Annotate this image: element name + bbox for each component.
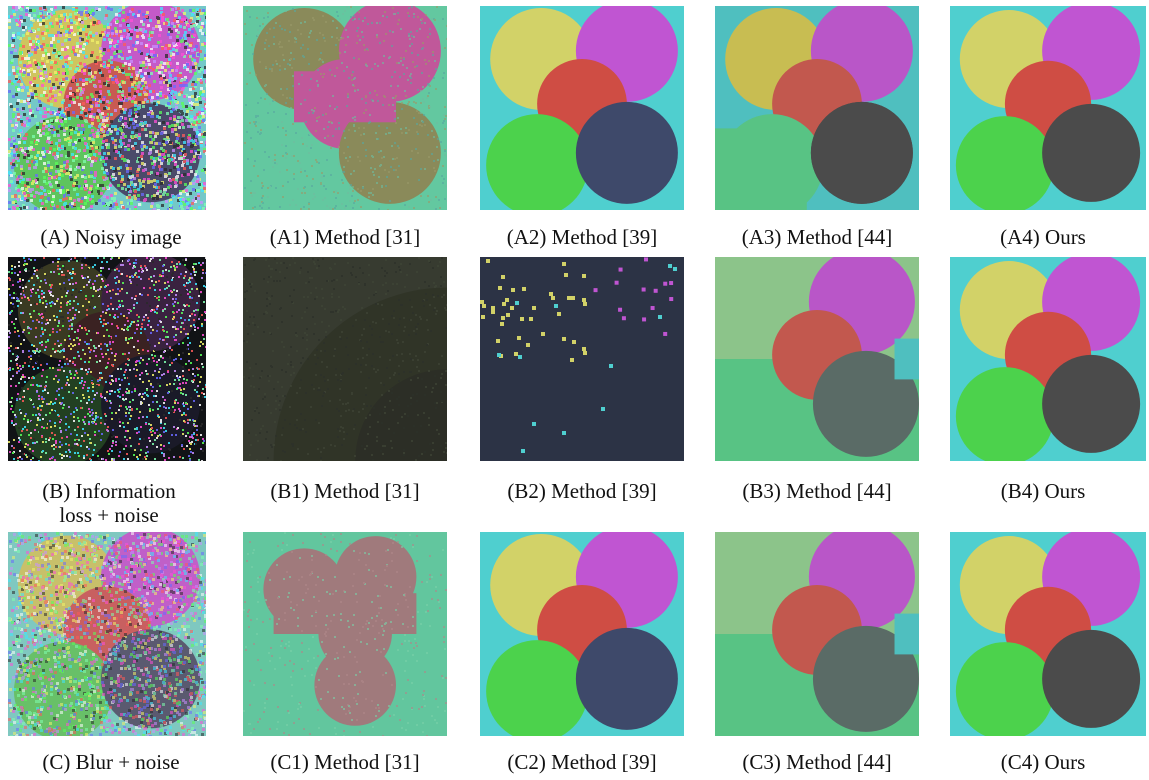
caption-c1: (C1) Method [31] [270, 750, 420, 774]
panel-c2-method-39 [480, 532, 684, 736]
panel-a3-method-44 [715, 6, 919, 210]
panel-a-noisy-image [8, 6, 206, 210]
caption-c3: (C3) Method [44] [742, 750, 892, 774]
caption-a4: (A4) Ours [1000, 225, 1086, 249]
panel-c3-method-44 [715, 532, 919, 736]
caption-b3: (B3) Method [44] [742, 479, 892, 503]
panel-c4-ours [950, 532, 1146, 736]
panel-b2-method-39 [480, 257, 684, 461]
panel-c-blur-noise [8, 532, 206, 736]
caption-c2: (C2) Method [39] [507, 750, 657, 774]
caption-b: (B) Information loss + noise [42, 479, 176, 527]
caption-c4: (C4) Ours [1000, 750, 1086, 774]
caption-a2: (A2) Method [39] [506, 225, 658, 249]
panel-b1-method-31 [243, 257, 447, 461]
panel-a4-ours [950, 6, 1146, 210]
panel-b4-ours [950, 257, 1146, 461]
panel-a1-method-31 [243, 6, 447, 210]
caption-c: (C) Blur + noise [42, 750, 180, 774]
caption-b4: (B4) Ours [1000, 479, 1086, 503]
caption-a: (A) Noisy image [40, 225, 182, 249]
panel-b3-method-44 [715, 257, 919, 461]
panel-a2-method-39 [480, 6, 684, 210]
caption-a1: (A1) Method [31] [269, 225, 421, 249]
caption-b1: (B1) Method [31] [270, 479, 420, 503]
caption-b2: (B2) Method [39] [507, 479, 657, 503]
panel-c1-method-31 [243, 532, 447, 736]
panel-b-information-loss [8, 257, 206, 461]
caption-a3: (A3) Method [44] [741, 225, 893, 249]
